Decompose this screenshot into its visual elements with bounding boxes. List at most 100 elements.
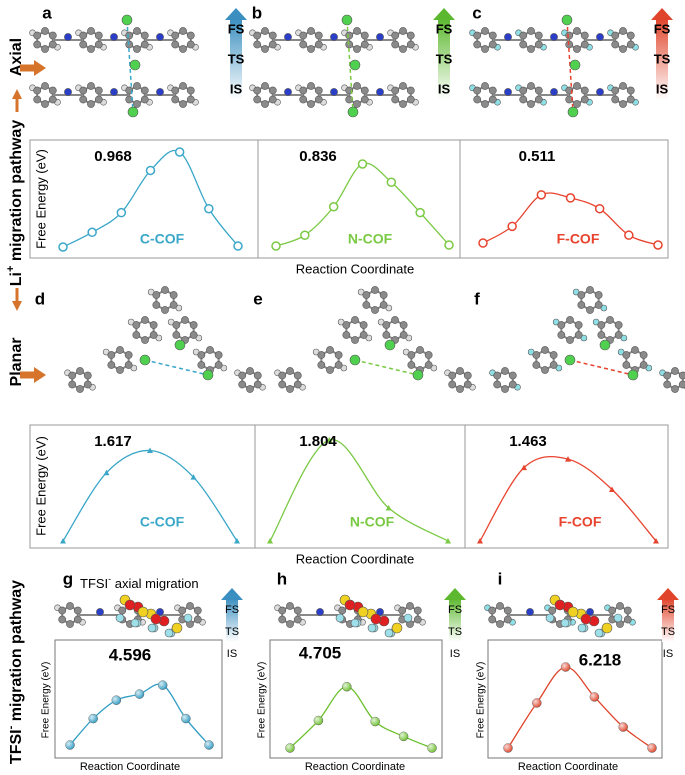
highlight: [204, 740, 214, 750]
panel-label: c: [472, 3, 481, 22]
x-axis-label: Reaction Coordinate: [305, 761, 405, 773]
barrier-label: 1.463: [509, 433, 547, 450]
data-point: [145, 165, 156, 176]
atom: [238, 380, 247, 389]
atom: [87, 45, 95, 53]
panel-label: b: [252, 3, 262, 22]
atom: [379, 291, 388, 299]
atom: [353, 27, 361, 35]
state-label: FS: [436, 21, 453, 36]
barrier-label: 1.804: [299, 433, 337, 450]
data-point: [565, 456, 571, 462]
state-label: TS: [654, 51, 671, 66]
atom: [33, 31, 42, 40]
atom: [406, 95, 415, 104]
atom: [307, 100, 315, 108]
highlight: [342, 682, 352, 692]
atom: [360, 86, 369, 95]
atom: [189, 331, 198, 339]
atom: [349, 354, 361, 366]
atom: [488, 86, 497, 95]
atom: [94, 31, 103, 40]
atom: [594, 628, 604, 638]
data-point: [385, 504, 392, 511]
atom: [133, 82, 141, 90]
atom: [573, 100, 581, 108]
atom: [534, 95, 543, 104]
text: TFSI: [80, 576, 108, 591]
atom: [362, 291, 371, 299]
atom: [406, 40, 415, 49]
atom: [519, 86, 528, 95]
atom: [178, 606, 187, 615]
atom: [299, 40, 308, 49]
highlight: [399, 731, 409, 741]
atom: [307, 45, 315, 53]
tfsi-pathway-label: TFSI- migration pathway: [5, 580, 25, 764]
x-axis-label: Reaction Coordinate: [296, 551, 415, 566]
atom: [463, 371, 472, 380]
x-axis-label: Reaction Coordinate: [296, 261, 415, 276]
atom: [79, 86, 88, 95]
atom: [353, 82, 361, 90]
atom: [293, 615, 302, 624]
atom: [169, 291, 178, 299]
atom: [125, 31, 134, 40]
atom: [527, 100, 535, 108]
atom: [456, 367, 464, 375]
atom: [519, 31, 528, 40]
highlight: [65, 740, 75, 750]
atom: [121, 14, 133, 26]
atom: [561, 14, 573, 26]
atom: [156, 33, 164, 41]
atom: [353, 45, 361, 53]
atom: [501, 367, 509, 375]
atom: [133, 27, 141, 35]
panel-label: a: [42, 3, 52, 22]
atom: [376, 88, 384, 96]
atom: [141, 316, 149, 324]
barrier-label: 6.218: [579, 650, 622, 669]
atom: [179, 100, 187, 108]
atom: [473, 95, 482, 104]
atom: [350, 618, 360, 628]
state-label: TS: [225, 626, 239, 638]
atom: [407, 361, 416, 369]
atom: [79, 31, 88, 40]
arrow: [12, 301, 22, 311]
atom: [261, 45, 269, 53]
state-arrow: [226, 598, 238, 642]
atom: [488, 615, 497, 624]
path-line: [144, 359, 209, 376]
atom: [399, 27, 407, 35]
series-label: C-COF: [140, 514, 185, 530]
series-label: N-COF: [348, 231, 393, 247]
data-point: [536, 190, 547, 200]
atom: [293, 380, 302, 389]
atom: [376, 33, 384, 41]
atom: [268, 86, 277, 95]
atom: [448, 380, 457, 389]
data-point: [653, 538, 659, 544]
atom: [73, 606, 82, 615]
state-label: IS: [227, 648, 237, 660]
data-point: [609, 486, 615, 492]
atom: [152, 301, 161, 309]
arrow: [34, 60, 46, 76]
state-label: IS: [450, 648, 460, 660]
atom: [172, 321, 181, 329]
energy-curve: [507, 666, 653, 749]
atom: [545, 613, 555, 623]
atom: [493, 371, 502, 380]
atom: [330, 88, 338, 96]
text: Li: [8, 272, 25, 286]
atom: [186, 602, 194, 610]
atom: [360, 40, 369, 49]
highlight: [135, 689, 144, 699]
atom: [627, 369, 639, 381]
atom: [391, 40, 400, 49]
panel-label: d: [35, 289, 45, 308]
atom: [382, 331, 391, 339]
atom: [181, 316, 189, 324]
atom: [367, 623, 377, 633]
